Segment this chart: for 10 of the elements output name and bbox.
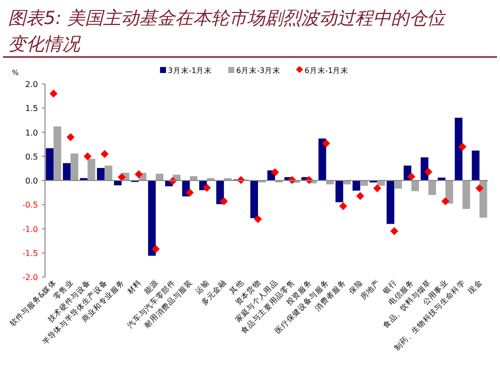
- chart-title: 图表5: 美国主动基金在本轮市场剧烈波动过程中的仓位变化情况: [8, 8, 446, 55]
- y-tick-label: 1.5: [25, 104, 38, 114]
- y-tick-label: 2.0: [25, 80, 38, 89]
- y-tick-label: -0.5: [22, 200, 38, 210]
- y-tick-label: 0.5: [25, 152, 38, 162]
- y-tick-label: 0.0: [25, 176, 38, 186]
- y-tick-label: -2.0: [22, 273, 38, 282]
- y-tick-label: -1.0: [22, 224, 38, 234]
- y-tick-label: 1.0: [25, 128, 38, 138]
- y-tick-label: -1.5: [22, 248, 38, 258]
